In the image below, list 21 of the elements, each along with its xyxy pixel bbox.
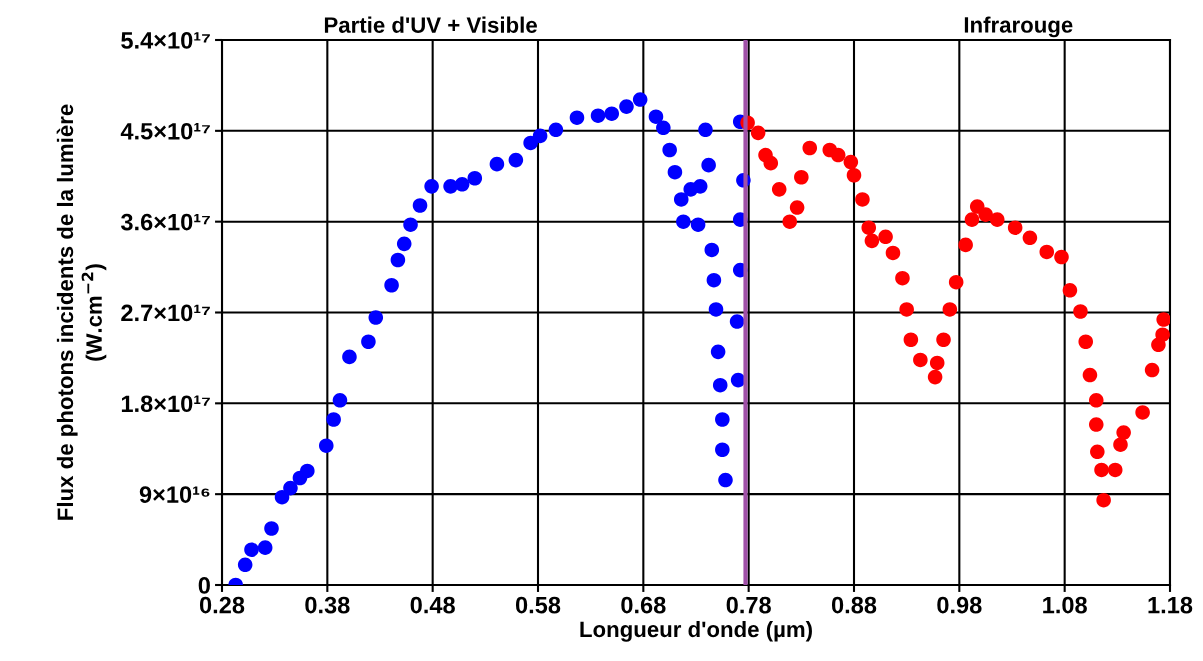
x-tick-label: 1.08	[1043, 596, 1087, 614]
y-tick-label: 0	[198, 577, 210, 594]
x-tick-label: 0.98	[937, 596, 982, 614]
y-tick-label: 9×10¹⁶	[139, 486, 210, 503]
y-tick-label: 1.8×10¹⁷	[121, 395, 210, 413]
text: Infrarouge	[964, 16, 1073, 38]
x-tick-label: 0.88	[831, 596, 877, 614]
x-tick-label: 0.78	[726, 596, 771, 614]
y-tick-label: 4.5×10¹⁷	[120, 122, 210, 140]
x-tick-label: 0.28	[199, 596, 245, 614]
y-axis-title: Flux de photons incidents de la lumière (W.cm$^{−2}$)	[56, 104, 107, 520]
text: Partie d'UV + Visible	[324, 16, 537, 33]
y-tick-label: 5.4×10¹⁷	[121, 32, 210, 49]
x-tick-label: 0.68	[621, 596, 666, 614]
x-tick-label: 1.18	[1148, 596, 1193, 614]
x-tick-label: 0.38	[305, 596, 350, 614]
y-tick-label: 3.6×10¹⁷	[120, 213, 210, 231]
y-tick-label: 2.7×10¹⁷	[121, 304, 210, 322]
x-tick-label: 0.58	[515, 596, 561, 614]
x-axis-title: Longueur d'onde (µm)	[580, 620, 812, 642]
x-tick-label: 0.48	[410, 596, 455, 614]
